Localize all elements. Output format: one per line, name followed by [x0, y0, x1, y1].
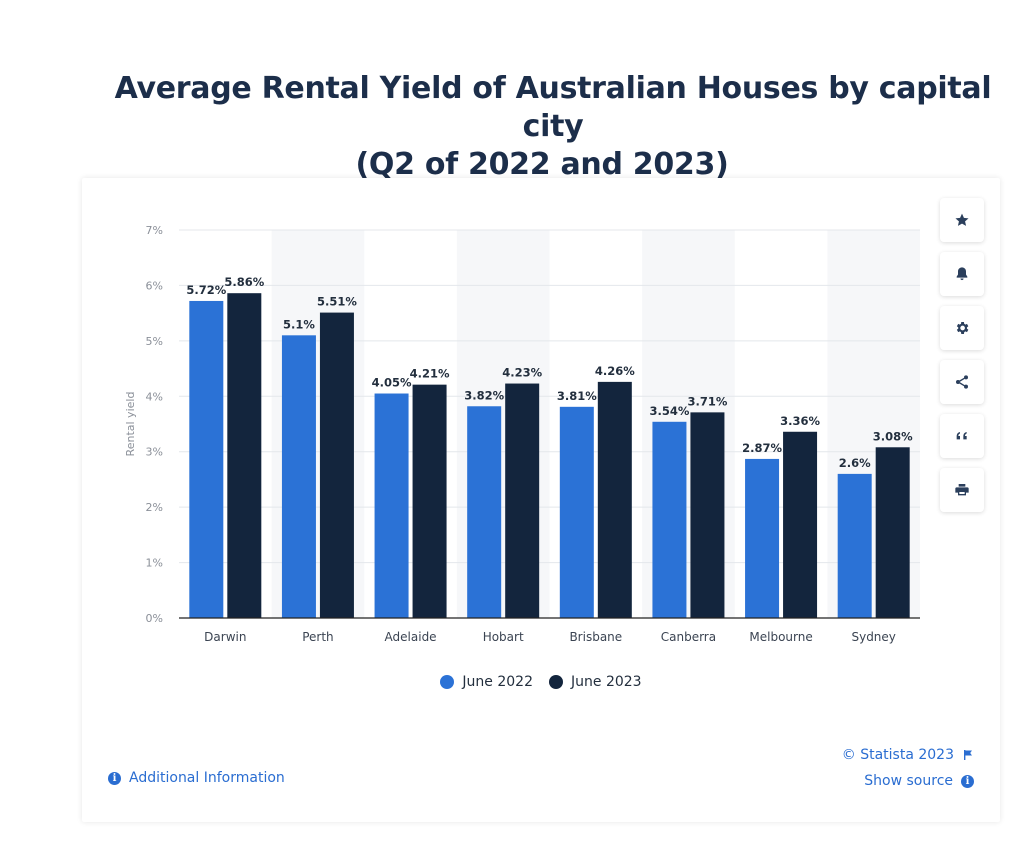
info-icon: i [108, 771, 121, 785]
y-tick-label: 3% [146, 446, 163, 459]
notification-button[interactable] [940, 252, 984, 296]
x-tick-label: Hobart [483, 630, 524, 644]
bar [559, 406, 594, 618]
additional-information-label: Additional Information [129, 770, 285, 786]
x-tick-label: Darwin [204, 630, 246, 644]
chart-toolbar [940, 198, 984, 522]
bar [281, 335, 316, 618]
y-axis-title: Rental yield [124, 392, 137, 457]
bar [505, 383, 540, 618]
data-label: 3.82% [464, 388, 504, 402]
star-icon [955, 213, 969, 226]
legend-marker-june-2022 [440, 675, 455, 689]
data-label: 5.86% [224, 275, 264, 289]
legend-item-june-2023[interactable]: June 2023 [549, 674, 642, 690]
x-tick-label: Melbourne [749, 630, 812, 644]
settings-button[interactable] [940, 306, 984, 350]
data-label: 2.6% [839, 456, 871, 470]
x-tick-label: Brisbane [569, 630, 622, 644]
print-icon [955, 484, 969, 496]
bar [875, 447, 910, 618]
x-tick-label: Perth [302, 630, 333, 644]
legend-label-june-2022: June 2022 [462, 674, 533, 690]
data-label: 3.81% [557, 389, 597, 403]
x-tick-label: Canberra [661, 630, 716, 644]
legend-item-june-2022[interactable]: June 2022 [440, 674, 533, 690]
statista-copyright-link[interactable]: © Statista 2023 [841, 747, 954, 763]
bar [745, 458, 780, 618]
gear-icon [956, 322, 969, 334]
chart-title-line2: (Q2 of 2022 and 2023) [355, 147, 729, 182]
bar [412, 384, 447, 618]
bar [597, 381, 632, 618]
chart-title: Average Rental Yield of Australian House… [0, 70, 1024, 184]
bar [227, 293, 262, 618]
y-tick-label: 2% [146, 501, 163, 514]
y-tick-label: 1% [146, 557, 163, 570]
chart-legend: June 2022 June 2023 [82, 674, 1000, 690]
y-tick-label: 5% [146, 335, 163, 348]
additional-information-link[interactable]: i Additional Information [108, 770, 285, 786]
show-source-info-icon[interactable]: i [961, 774, 974, 788]
bar [837, 473, 872, 618]
bar [467, 406, 502, 618]
data-label: 3.54% [649, 404, 689, 418]
bar [783, 431, 818, 618]
data-label: 4.23% [502, 366, 542, 380]
chart-title-line1: Average Rental Yield of Australian House… [114, 71, 992, 144]
data-label: 3.08% [873, 429, 913, 443]
data-label: 3.36% [780, 414, 820, 428]
share-button[interactable] [940, 360, 984, 404]
y-tick-label: 7% [146, 224, 163, 237]
bell-icon [956, 267, 968, 281]
print-button[interactable] [940, 468, 984, 512]
source-info: © Statista 2023 Show source i [842, 744, 974, 796]
bar [374, 393, 409, 618]
bar [189, 300, 224, 618]
data-label: 4.21% [410, 367, 450, 381]
legend-marker-june-2023 [549, 675, 563, 689]
legend-label-june-2023: June 2023 [571, 674, 642, 690]
data-label: 5.1% [283, 317, 315, 331]
data-label: 5.72% [186, 283, 226, 297]
y-tick-label: 0% [146, 612, 163, 625]
x-tick-label: Adelaide [385, 630, 437, 644]
y-tick-label: 6% [146, 279, 163, 292]
show-source-link[interactable]: Show source [864, 773, 953, 789]
bar [690, 412, 725, 618]
cite-button[interactable] [940, 414, 984, 458]
flag-icon[interactable] [962, 749, 974, 761]
data-label: 3.71% [687, 394, 727, 408]
y-tick-label: 4% [146, 390, 163, 403]
bar [652, 421, 687, 618]
share-icon [956, 375, 968, 389]
data-label: 5.51% [317, 295, 357, 309]
bar-chart: 0% 1% 2% 3% 4% 5% 6% 7% Rental yield 5.72%5.86% Da… [124, 224, 920, 644]
data-label: 4.26% [595, 364, 635, 378]
x-tick-label: Sydney [851, 630, 895, 644]
chart-card: 0% 1% 2% 3% 4% 5% 6% 7% Rental yield 5.72% 5.86% Da… [82, 178, 1000, 822]
data-label: 2.87% [742, 441, 782, 455]
data-label: 4.05% [372, 376, 412, 390]
bar [319, 312, 354, 618]
quote-icon [956, 432, 967, 440]
favorite-button[interactable] [940, 198, 984, 242]
